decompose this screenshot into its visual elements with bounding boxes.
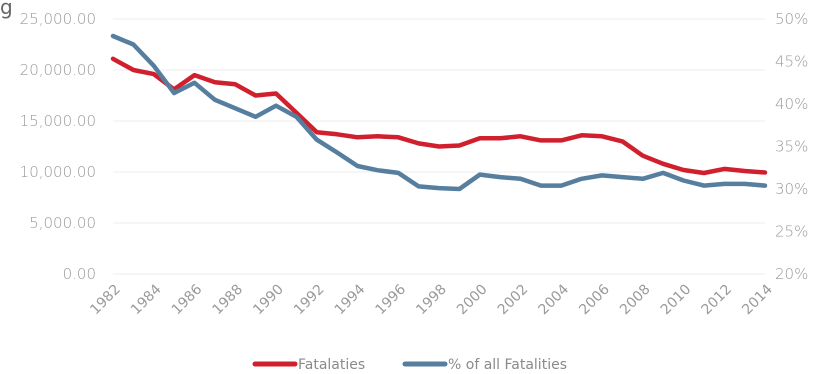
x-tick-label: 2002 xyxy=(495,282,532,319)
y-right-tick-label: 25% xyxy=(775,223,808,241)
x-tick-label: 1984 xyxy=(128,281,165,318)
x-tick-label: 2010 xyxy=(658,282,695,319)
legend: Fatalaties % of all Fatalities xyxy=(252,357,567,373)
x-tick-label: 1996 xyxy=(373,281,410,318)
x-tick-label: 1998 xyxy=(413,282,450,319)
y-axis-left: 0.00 5,000.00 10,000.00 15,000.00 20,000.00 2… xyxy=(20,10,96,283)
x-tick-label: 2012 xyxy=(699,282,736,319)
x-tick-label: 2014 xyxy=(739,281,776,318)
y-right-tick-label: 45% xyxy=(775,53,808,71)
y-right-tick-label: 30% xyxy=(775,180,808,198)
x-tick-label: 2008 xyxy=(617,282,654,319)
x-tick-label: 1982 xyxy=(87,282,124,319)
x-tick-label: 1992 xyxy=(291,282,328,319)
gridlines xyxy=(113,18,765,275)
x-tick-label: 2000 xyxy=(454,282,491,319)
y-left-tick-label: 5,000.00 xyxy=(29,214,96,232)
x-tick-label: 2004 xyxy=(536,281,573,318)
y-right-tick-label: 35% xyxy=(775,138,808,156)
y-left-tick-label: 25,000.00 xyxy=(20,10,96,28)
y-left-tick-label: 10,000.00 xyxy=(20,163,96,181)
legend-label: % of all Fatalities xyxy=(448,357,567,373)
series-line-0 xyxy=(110,56,768,176)
y-right-tick-label: 40% xyxy=(775,95,808,113)
x-tick-label: 1994 xyxy=(332,281,369,318)
y-axis-right: 20% 25% 30% 35% 40% 45% 50% xyxy=(775,10,808,283)
series-line-1 xyxy=(110,33,768,192)
y-right-tick-label: 20% xyxy=(775,265,808,283)
x-tick-label: 1988 xyxy=(210,282,247,319)
y-left-tick-label: 20,000.00 xyxy=(20,61,96,79)
y-left-tick-label: 15,000.00 xyxy=(20,112,96,130)
legend-label: Fatalaties xyxy=(298,357,365,373)
y-right-tick-label: 50% xyxy=(775,10,808,28)
series-lines xyxy=(110,33,768,192)
x-tick-label: 1986 xyxy=(169,281,206,318)
x-tick-label: 2006 xyxy=(576,281,613,318)
title-fragment: g xyxy=(0,0,13,19)
x-tick-label: 1990 xyxy=(250,282,287,319)
y-left-tick-label: 0.00 xyxy=(63,265,96,283)
x-axis: 1982 1984 1986 1988 1990 1992 1994 1996 1998 2000… xyxy=(87,281,776,318)
